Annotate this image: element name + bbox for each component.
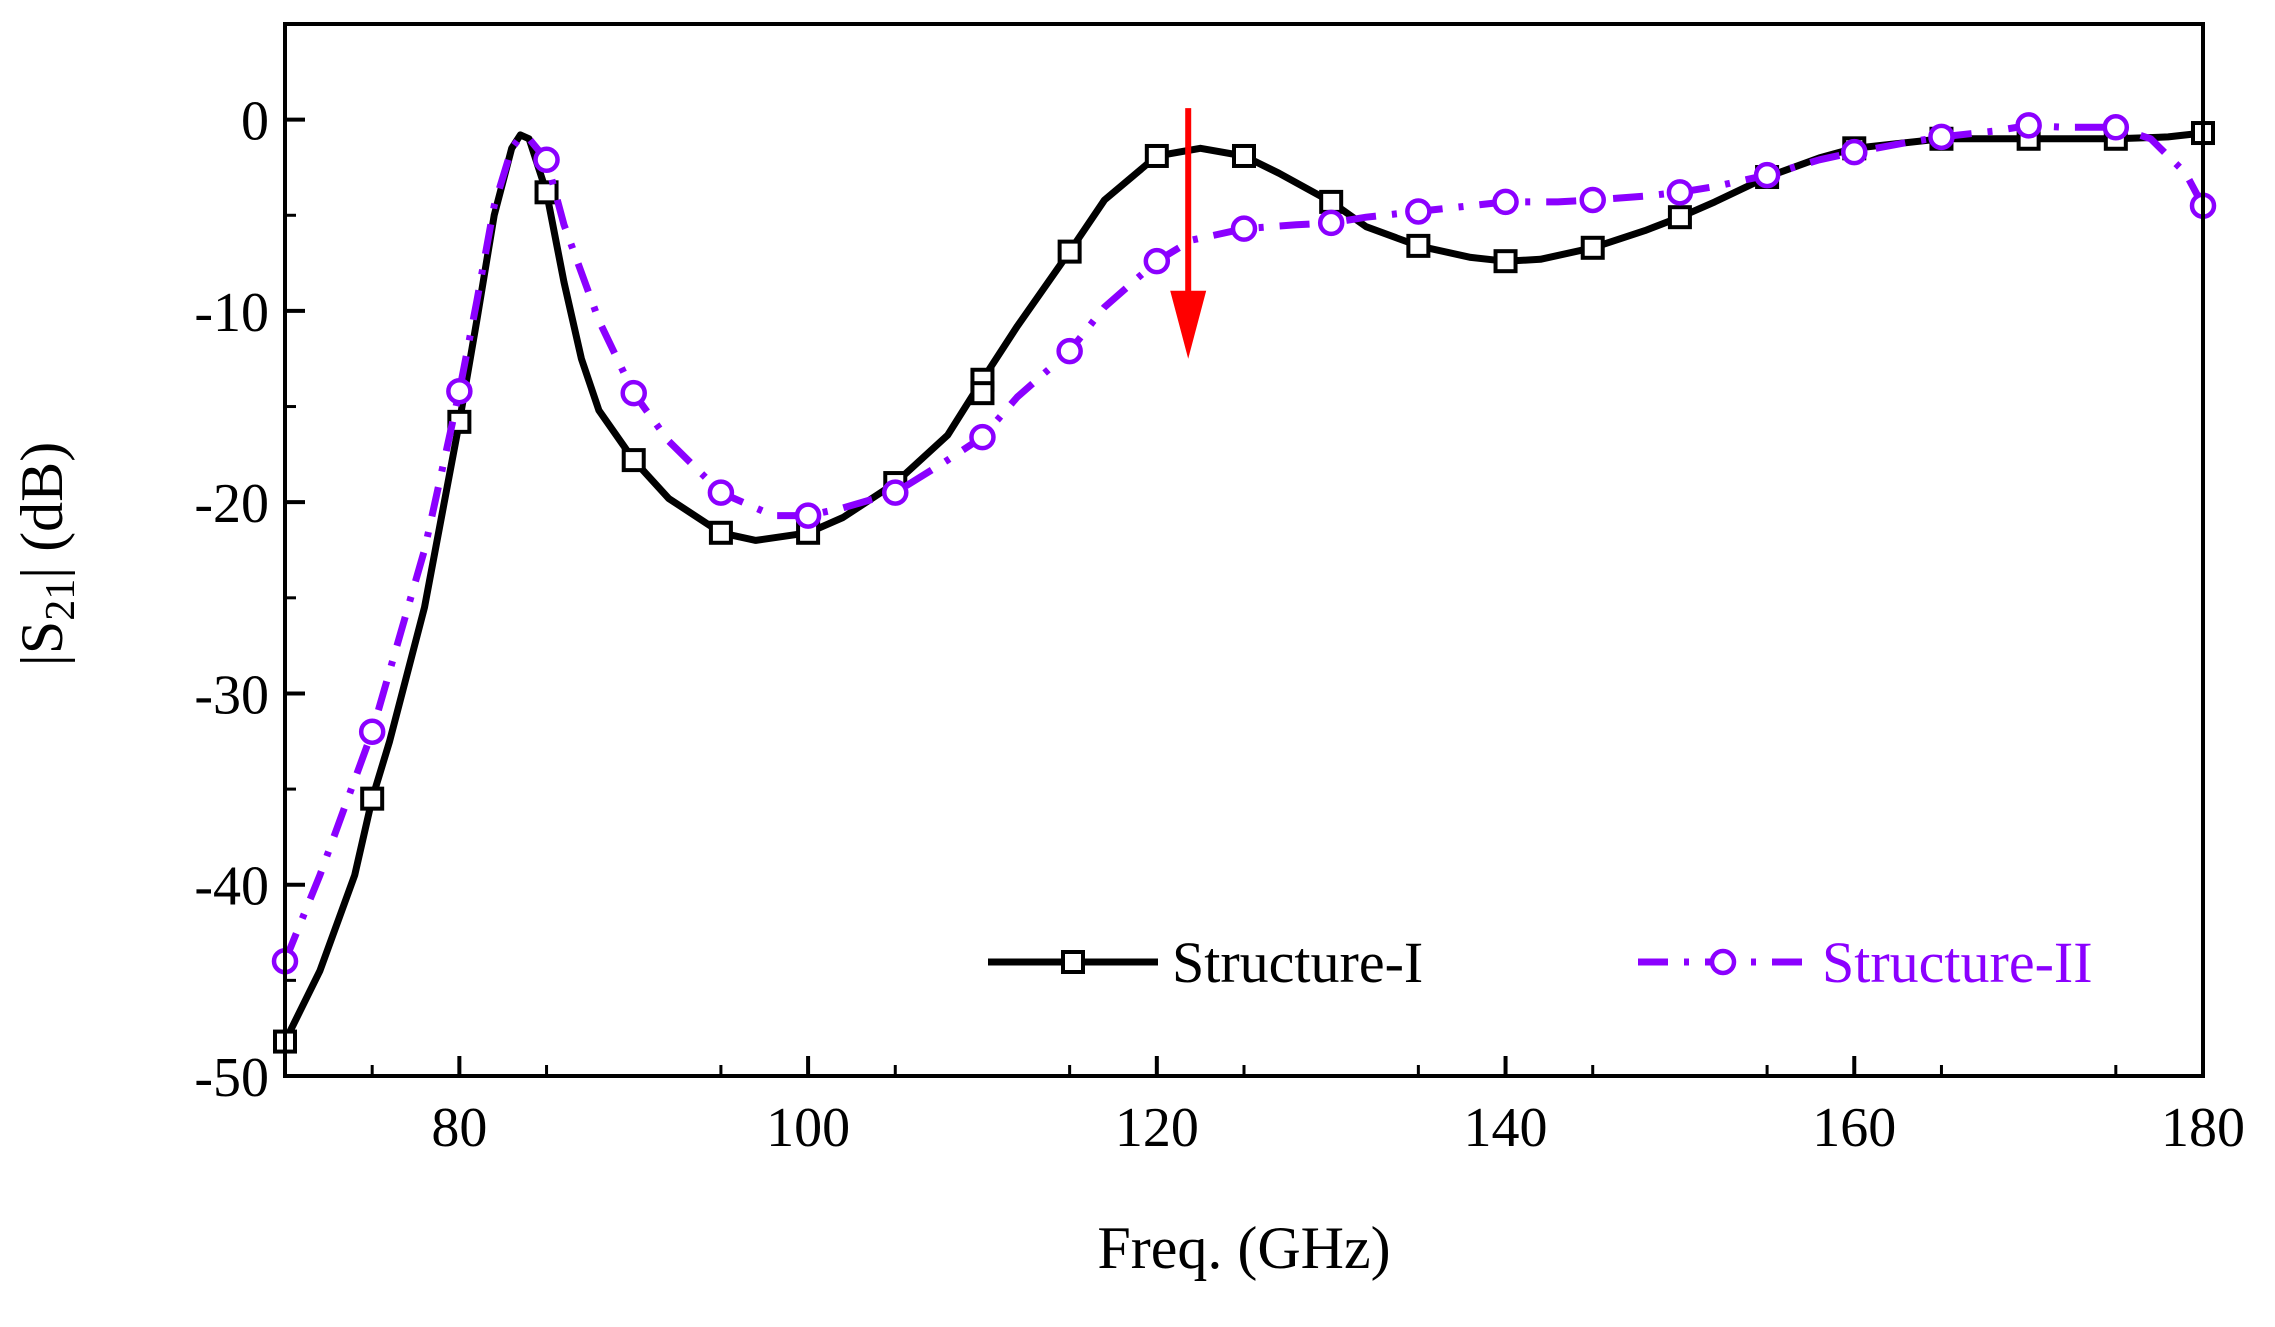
data-point: [446, 377, 473, 405]
y-axis-title-post: | (dB): [9, 442, 75, 579]
x-tick-label: 120: [1115, 1097, 1199, 1159]
series-2: [271, 112, 2217, 975]
data-point: [1580, 235, 1605, 260]
x-tick-label: 180: [2161, 1097, 2245, 1159]
data-point: [1406, 233, 1431, 258]
data-point: [1841, 138, 1868, 166]
data-point: [621, 448, 646, 473]
data-point: [358, 718, 386, 745]
arrow-head: [1170, 290, 1207, 359]
y-axis-title: |S21| (dB): [9, 442, 84, 666]
y-tick-label: -50: [194, 1047, 269, 1109]
data-point: [360, 786, 385, 811]
data-point: [2015, 112, 2042, 139]
y-tick-label: -30: [194, 664, 269, 726]
plot-frame: [283, 22, 2205, 1078]
y-axis-title-pre: |S: [9, 621, 75, 666]
data-point: [534, 180, 559, 205]
data-point: [1493, 249, 1518, 274]
legend-label-structure-1: Structure-I: [1172, 930, 1423, 995]
legend-marker-structure-2: [1709, 948, 1737, 976]
data-point: [620, 379, 647, 407]
data-point: [1230, 215, 1258, 242]
data-point: [1753, 161, 1781, 189]
series-line-1: [281, 129, 2207, 1046]
legend: Structure-I Structure-II: [988, 930, 2093, 995]
data-point: [1405, 198, 1432, 225]
data-point: [707, 479, 735, 506]
y-axis-title-sub: 21: [38, 579, 84, 621]
axes: 80 100 120 140 160 180 -50 -40 -30 -20 -10 0: [194, 91, 2245, 1159]
data-point: [1317, 209, 1345, 237]
data-point: [2102, 114, 2130, 141]
data-point: [794, 502, 822, 529]
data-point: [708, 520, 733, 545]
y-tick-label: -20: [194, 473, 269, 535]
data-point: [1057, 239, 1082, 264]
data-point: [969, 423, 996, 451]
legend-label-structure-2: Structure-II: [1822, 930, 2093, 995]
data-point: [1667, 205, 1692, 230]
x-tick-label: 100: [766, 1097, 850, 1159]
data-point: [1319, 189, 1344, 214]
data-point: [970, 381, 995, 406]
x-axis-title: Freq. (GHz): [1097, 1215, 1390, 1281]
y-tick-label: -10: [194, 282, 269, 344]
data-point: [1143, 247, 1171, 275]
legend-marker-structure-1: [1061, 950, 1085, 974]
data-point: [1666, 179, 1694, 206]
data-point: [1928, 123, 1955, 151]
data-point: [1579, 186, 1606, 214]
data-point: [1144, 143, 1169, 168]
x-tick-label: 80: [431, 1097, 487, 1159]
data-point: [882, 479, 909, 506]
annotation-layer: [1170, 108, 1207, 359]
x-tick-label: 160: [1812, 1097, 1896, 1159]
series-line-2: [281, 121, 2207, 963]
x-tick-label: 140: [1464, 1097, 1548, 1159]
data-point: [1056, 337, 1083, 365]
series-1: [273, 121, 2215, 1054]
data-point: [1492, 188, 1519, 216]
data-point: [1232, 143, 1256, 168]
y-tick-label: -40: [194, 856, 269, 918]
data-point: [533, 146, 560, 174]
y-tick-label: 0: [241, 91, 269, 153]
series-layer: [271, 112, 2217, 1054]
